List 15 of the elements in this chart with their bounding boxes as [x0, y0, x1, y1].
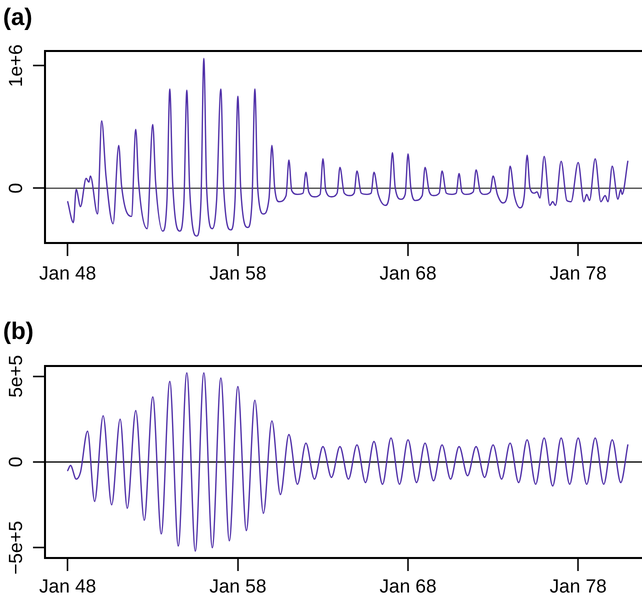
x-tick-label: Jan 48 [39, 264, 96, 285]
chart-title: (b) [3, 318, 34, 346]
x-tick-label: Jan 68 [380, 576, 437, 598]
y-tick-label: 0 [6, 456, 28, 468]
x-tick-label: Jan 58 [209, 264, 266, 285]
chart-title: (a) [3, 4, 32, 32]
x-tick-label: Jan 58 [209, 576, 266, 598]
x-tick-label: Jan 78 [550, 264, 607, 285]
y-tick-label: 1e+6 [6, 44, 28, 88]
y-tick-label: 0 [6, 182, 28, 194]
x-tick-label: Jan 78 [550, 576, 607, 598]
y-tick-label: 5e+5 [6, 354, 28, 398]
y-tick-label: −5e+5 [6, 520, 28, 575]
x-tick-label: Jan 68 [380, 264, 437, 285]
x-tick-label: Jan 48 [39, 576, 96, 598]
